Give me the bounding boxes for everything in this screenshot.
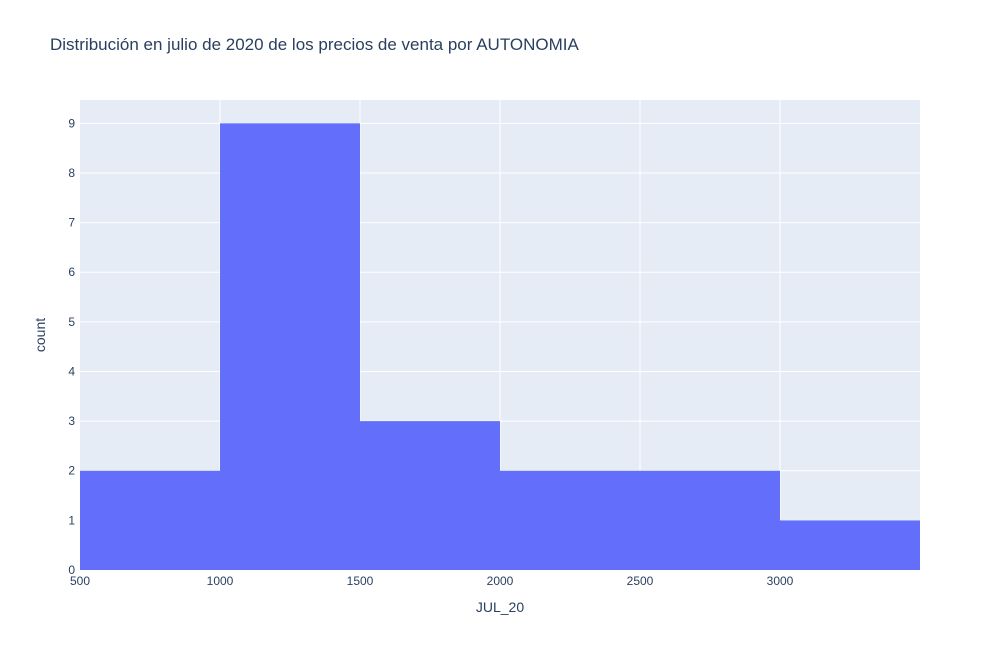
x-tick-label: 2500 xyxy=(627,574,654,588)
y-axis-title: count xyxy=(32,318,48,352)
histogram-bar[interactable] xyxy=(640,470,780,570)
y-tick-label: 6 xyxy=(68,265,75,279)
y-tick-label: 9 xyxy=(68,116,75,130)
histogram-bar[interactable] xyxy=(500,470,640,570)
histogram-bar[interactable] xyxy=(360,421,500,570)
y-tick-label: 5 xyxy=(68,315,75,329)
x-axis-ticks: 500 1000 1500 2000 2500 3000 xyxy=(70,574,794,588)
x-tick-label: 500 xyxy=(70,574,90,588)
y-tick-label: 4 xyxy=(68,364,75,378)
chart-title: Distribución en julio de 2020 de los pre… xyxy=(50,35,580,54)
histogram-bar[interactable] xyxy=(780,520,920,570)
y-axis-ticks: 0 1 2 3 4 5 6 7 8 9 xyxy=(68,116,75,577)
x-axis-title: JUL_20 xyxy=(476,599,524,615)
y-tick-label: 3 xyxy=(68,414,75,428)
histogram-bar[interactable] xyxy=(220,123,360,570)
x-tick-label: 2000 xyxy=(487,574,514,588)
histogram-bar[interactable] xyxy=(80,470,220,570)
y-tick-label: 7 xyxy=(68,216,75,230)
x-tick-label: 1500 xyxy=(347,574,374,588)
y-tick-label: 0 xyxy=(68,563,75,577)
y-tick-label: 8 xyxy=(68,166,75,180)
x-tick-label: 1000 xyxy=(207,574,234,588)
y-tick-label: 2 xyxy=(68,464,75,478)
y-tick-label: 1 xyxy=(68,513,75,527)
histogram-bars xyxy=(80,123,920,570)
x-tick-label: 3000 xyxy=(767,574,794,588)
